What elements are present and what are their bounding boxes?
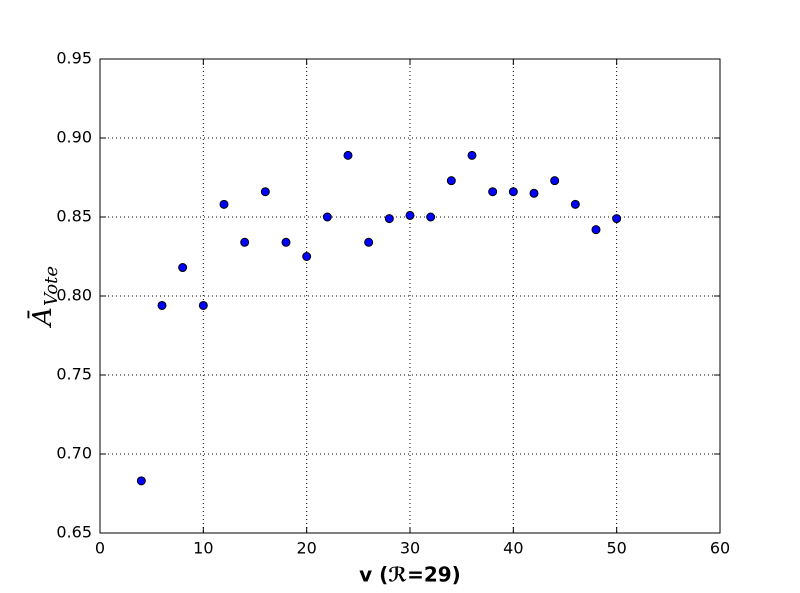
y-tick-label: 0.95: [56, 49, 92, 68]
point: [322, 212, 332, 222]
point: [508, 187, 518, 197]
point: [405, 210, 415, 220]
x-tick-label: 20: [296, 539, 316, 558]
point: [550, 176, 560, 186]
point: [384, 214, 394, 224]
point: [612, 214, 622, 224]
point: [364, 237, 374, 247]
point: [343, 150, 353, 160]
y-tick-label: 0.85: [56, 207, 92, 226]
point: [136, 476, 146, 486]
point: [219, 199, 229, 209]
y-tick-label: 0.90: [56, 128, 92, 147]
x-tick-label: 50: [606, 539, 626, 558]
y-tick-label: 0.75: [56, 365, 92, 384]
y-axis-label: Ā Vote: [27, 266, 62, 328]
plot-frame: [99, 58, 721, 534]
point: [281, 237, 291, 247]
point: [426, 212, 436, 222]
point: [529, 188, 539, 198]
y-label-base: Ā: [27, 307, 58, 328]
point: [591, 225, 601, 235]
x-tick-label: 10: [193, 539, 213, 558]
point: [488, 187, 498, 197]
point: [260, 187, 270, 197]
point: [446, 176, 456, 186]
x-axis-label: v (ℛ=29): [359, 563, 461, 587]
point: [157, 300, 167, 310]
y-tick-label: 0.80: [56, 286, 92, 305]
x-tick-label: 30: [400, 539, 420, 558]
point: [570, 199, 580, 209]
point: [198, 300, 208, 310]
y-label-sub: Vote: [41, 266, 62, 306]
y-tick-label: 0.65: [56, 523, 92, 542]
point: [178, 263, 188, 273]
point: [240, 237, 250, 247]
point: [302, 252, 312, 261]
y-tick-label: 0.70: [56, 444, 92, 463]
x-tick-label: 60: [710, 539, 730, 558]
x-tick-label: 40: [503, 539, 523, 558]
point: [467, 150, 477, 160]
x-tick-label: 0: [95, 539, 105, 558]
